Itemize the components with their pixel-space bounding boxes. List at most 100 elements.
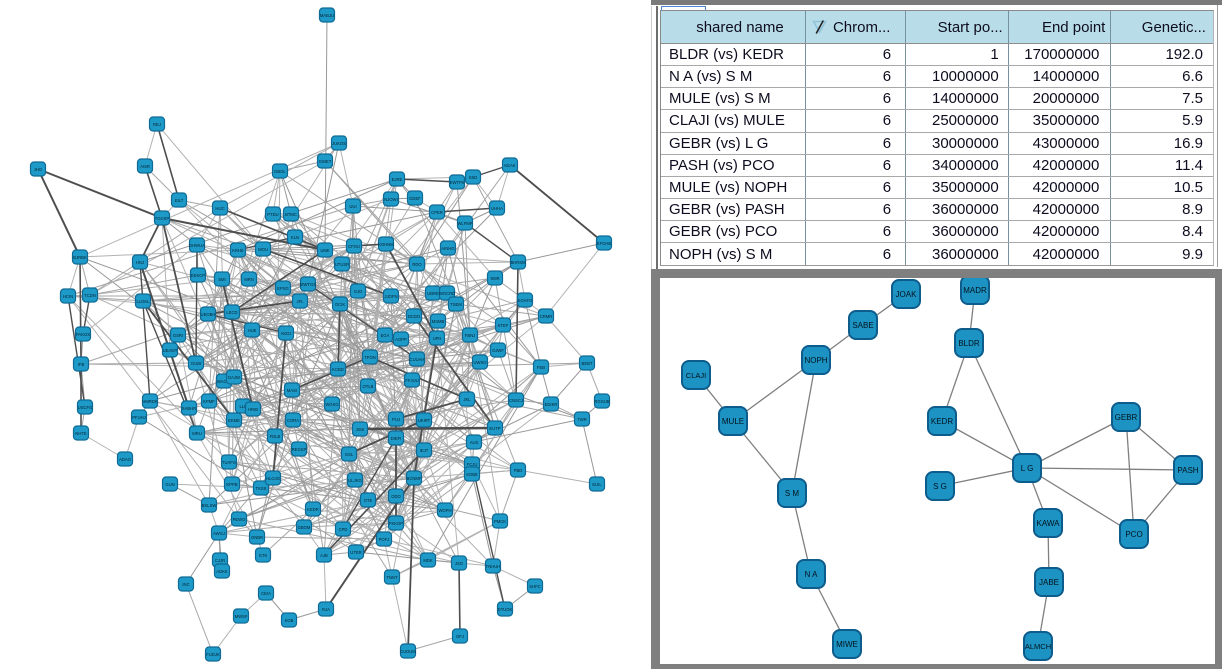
svg-text:KTEF: KTEF (498, 323, 509, 328)
svg-text:NJOWI: NJOWI (384, 197, 398, 202)
svg-text:EGA: EGA (381, 333, 390, 338)
svg-text:ODO: ODO (391, 494, 401, 499)
svg-text:N A: N A (805, 570, 819, 579)
svg-text:LLGKL: LLGKL (136, 299, 150, 304)
svg-text:EILT: EILT (175, 198, 184, 203)
svg-text:EDIKR: EDIKR (545, 402, 558, 407)
svg-text:REGKP: REGKP (292, 447, 307, 452)
svg-text:ULJKG: ULJKG (348, 478, 362, 483)
svg-text:HIJC: HIJC (215, 206, 224, 211)
svg-text:PAKGS: PAKGS (76, 332, 90, 337)
svg-text:IEJT: IEJT (420, 448, 429, 453)
svg-text:NOPH: NOPH (804, 356, 827, 365)
svg-text:TNNT: TNNT (386, 575, 398, 580)
svg-text:KCBD: KCBD (332, 367, 344, 372)
svg-text:S M: S M (785, 489, 800, 498)
svg-text:UHHA: UHHA (491, 206, 503, 211)
svg-text:HMRDK: HMRDK (142, 399, 158, 404)
svg-text:UWSG: UWSG (473, 360, 486, 365)
svg-text:BEBT: BEBT (582, 361, 593, 366)
svg-text:MABJU: MABJU (320, 13, 334, 18)
svg-text:GSL: GSL (345, 452, 354, 457)
svg-text:ALMCH: ALMCH (1025, 642, 1051, 651)
svg-text:ONBR: ONBR (251, 535, 263, 540)
svg-text:BKLSW: BKLSW (202, 503, 217, 508)
svg-text:WGKG: WGKG (325, 402, 338, 407)
svg-text:OJWF: OJWF (492, 348, 504, 353)
svg-text:EUIL: EUIL (592, 482, 602, 487)
svg-text:HCIN: HCIN (63, 294, 73, 299)
svg-text:TWR: TWR (577, 417, 587, 422)
svg-text:JOAK: JOAK (896, 290, 918, 299)
svg-text:KAWA: KAWA (1037, 519, 1061, 528)
svg-text:UMK: UMK (320, 248, 330, 253)
svg-text:SABE: SABE (852, 321, 873, 330)
svg-text:MULE: MULE (722, 417, 744, 426)
svg-text:LLL: LLL (240, 404, 248, 409)
svg-text:FDLB: FDLB (270, 434, 281, 439)
svg-text:DHWUA: DHWUA (189, 243, 205, 248)
svg-text:IFB: IFB (78, 362, 85, 367)
svg-text:CUDUM: CUDUM (400, 649, 416, 654)
svg-text:EWTFK: EWTFK (450, 180, 465, 185)
svg-text:CPD: CPD (339, 527, 348, 532)
svg-text:PCO: PCO (1125, 530, 1142, 539)
svg-text:TKSS: TKSS (256, 486, 267, 491)
svg-text:GSRI: GSRI (173, 333, 183, 338)
svg-text:MRN: MRN (244, 277, 254, 282)
svg-text:LECD: LECD (226, 310, 237, 315)
svg-text:AJB: AJB (320, 553, 328, 558)
svg-text:BHRSM: BHRSM (510, 260, 526, 265)
svg-text:KRHE: KRHE (232, 248, 244, 253)
svg-text:KEDR: KEDR (931, 417, 953, 426)
svg-text:GUN: GUN (165, 482, 174, 487)
svg-text:MIWE: MIWE (836, 640, 858, 649)
svg-text:DIEFI: DIEFI (391, 436, 402, 441)
svg-text:GEBR: GEBR (1115, 413, 1138, 422)
svg-text:RJA: RJA (322, 607, 330, 612)
svg-text:TPON: TPON (364, 355, 376, 360)
svg-text:UBRE: UBRE (427, 291, 439, 296)
svg-text:MWSF: MWSF (235, 614, 248, 619)
svg-text:MDK: MDK (423, 558, 433, 563)
svg-text:BTMC: BTMC (285, 212, 297, 217)
svg-text:PTDU: PTDU (267, 212, 278, 217)
svg-text:MSMB: MSMB (432, 319, 445, 324)
svg-text:JSO: JSO (455, 561, 464, 566)
svg-text:SMI: SMI (218, 277, 225, 282)
svg-text:MADR: MADR (963, 286, 987, 295)
svg-text:TNHUH: TNHUH (486, 564, 501, 569)
svg-text:JUKOS: JUKOS (332, 141, 346, 146)
svg-text:JFL: JFL (297, 299, 305, 304)
svg-text:KPPB: KPPB (226, 482, 237, 487)
svg-text:TSEM: TSEM (450, 302, 462, 307)
svg-text:EEKCP: EEKCP (191, 273, 205, 278)
svg-text:FCJU: FCJU (467, 462, 478, 467)
svg-text:JJOFN: JJOFN (384, 294, 397, 299)
svg-text:PEWO: PEWO (233, 517, 247, 522)
svg-text:KOAFO: KOAFO (518, 298, 533, 303)
svg-text:JABE: JABE (1039, 578, 1059, 587)
svg-text:JHG: JHG (34, 167, 42, 172)
svg-text:JISK: JISK (356, 427, 365, 432)
svg-text:UKIRT: UKIRT (418, 418, 431, 423)
svg-text:KOHNM: KOHNM (378, 242, 394, 247)
svg-text:INC: INC (182, 582, 189, 587)
svg-text:WACMI: WACMI (217, 379, 231, 384)
svg-text:SOBE: SOBE (466, 472, 478, 477)
svg-text:EFGHB: EFGHB (597, 241, 612, 246)
svg-text:CPER: CPER (431, 210, 443, 215)
svg-text:AISR: AISR (140, 164, 150, 169)
svg-text:UEOBH: UEOBH (201, 312, 216, 317)
svg-text:OTLB: OTLB (363, 384, 374, 389)
svg-text:FEB: FEB (537, 365, 545, 370)
svg-text:REJ: REJ (153, 122, 161, 127)
svg-text:UUI: UUI (349, 204, 356, 209)
svg-text:AWGJ: AWGJ (213, 531, 225, 536)
svg-text:WOPH: WOPH (438, 508, 451, 513)
svg-text:GUIB: GUIB (191, 361, 201, 366)
svg-text:DCDO: DCDO (408, 314, 421, 319)
svg-text:ADAO: ADAO (119, 457, 132, 462)
svg-text:CJJR: CJJR (215, 558, 225, 563)
svg-text:TCDN: TCDN (84, 293, 96, 298)
